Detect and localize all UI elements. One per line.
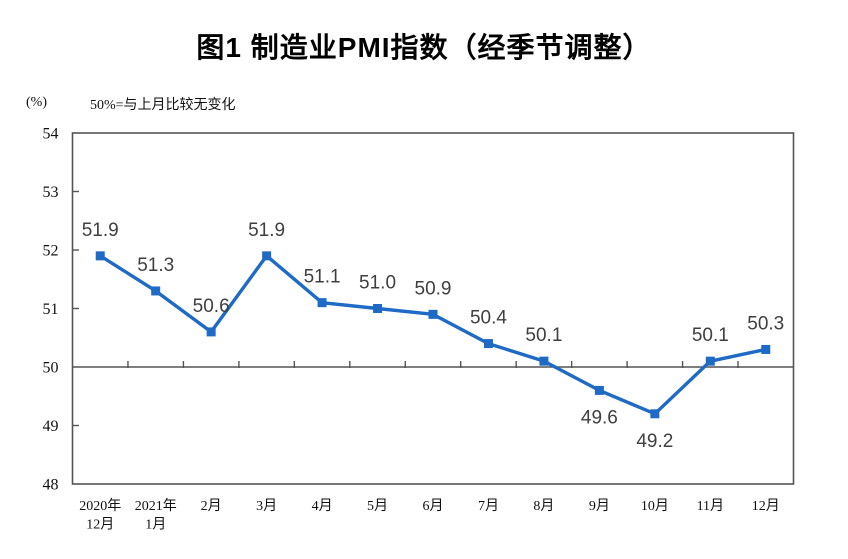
x-axis-tick-label: 8月: [533, 498, 554, 514]
x-axis-tick-label: 9月: [589, 498, 610, 514]
data-point-marker: [483, 339, 493, 349]
data-point-label: 49.2: [636, 431, 673, 452]
data-point-marker: [761, 344, 771, 354]
y-axis-tick-label: 52: [43, 243, 59, 260]
data-point-marker: [95, 251, 105, 261]
baseline-note: 50%=与上月比较无变化: [90, 98, 236, 113]
y-axis-tick-label: 49: [43, 418, 59, 435]
data-point-label: 50.6: [193, 296, 230, 317]
data-point-marker: [539, 356, 549, 366]
data-point-marker: [428, 309, 438, 319]
data-point-marker: [262, 251, 272, 261]
x-axis-tick-label: 1月: [145, 517, 166, 533]
x-axis-tick-label: 6月: [423, 498, 444, 514]
x-axis-tick-label: 11月: [697, 498, 724, 514]
x-axis-tick-label: 4月: [312, 498, 333, 514]
x-axis-tick-label: 12月: [86, 517, 114, 533]
data-point-marker: [594, 385, 604, 395]
data-point-label: 49.6: [581, 407, 618, 428]
data-point-label: 51.9: [248, 220, 285, 241]
data-point-label: 50.9: [415, 278, 452, 299]
data-point-marker: [373, 304, 383, 313]
data-point-label: 51.3: [137, 255, 174, 276]
data-point-marker: [650, 409, 660, 419]
data-point-marker: [151, 286, 161, 296]
x-axis-tick-label: 2021年: [135, 498, 177, 514]
data-point-marker: [206, 327, 216, 337]
data-point-label: 50.3: [747, 313, 784, 334]
y-axis-unit-label: (%): [26, 95, 47, 110]
data-point-marker: [705, 356, 715, 366]
x-axis-tick-label: 2月: [201, 498, 222, 514]
data-point-label: 51.1: [304, 267, 341, 288]
x-axis-tick-label: 3月: [256, 498, 277, 514]
x-axis-tick-label: 5月: [367, 498, 388, 514]
x-axis-tick-label: 7月: [478, 498, 499, 514]
x-axis-tick-label: 12月: [752, 498, 780, 514]
y-axis-tick-label: 53: [43, 184, 59, 201]
x-axis-tick-label: 2020年: [79, 498, 121, 514]
data-point-label: 51.9: [82, 220, 119, 241]
y-axis-tick-label: 50: [43, 360, 59, 377]
data-point-marker: [317, 298, 327, 308]
y-axis-tick-label: 48: [43, 477, 59, 494]
y-axis-tick-label: 51: [43, 301, 59, 318]
y-axis-tick-label: 54: [43, 126, 59, 143]
data-point-label: 51.0: [359, 273, 396, 294]
data-point-label: 50.4: [470, 308, 507, 329]
data-point-label: 50.1: [692, 325, 729, 346]
x-axis-tick-label: 10月: [641, 498, 669, 514]
data-point-label: 50.1: [525, 325, 562, 346]
chart-title: 图1 制造业PMI指数（经季节调整）: [196, 32, 652, 63]
